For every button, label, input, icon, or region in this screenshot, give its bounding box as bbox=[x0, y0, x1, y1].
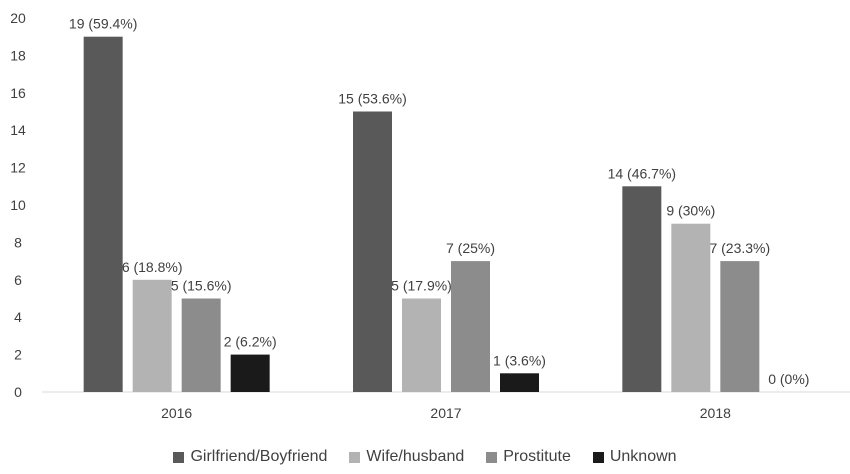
x-tick-label: 2017 bbox=[430, 405, 461, 421]
y-tick-label: 16 bbox=[10, 85, 26, 101]
y-tick-label: 10 bbox=[10, 197, 26, 213]
legend-label: Wife/husband bbox=[366, 448, 465, 465]
bar bbox=[622, 186, 662, 392]
y-tick-label: 18 bbox=[10, 47, 26, 63]
bar bbox=[402, 298, 441, 392]
data-label: 1 (3.6%) bbox=[493, 352, 546, 368]
data-label: 5 (15.6%) bbox=[171, 278, 232, 294]
bar bbox=[671, 223, 711, 392]
y-tick-label: 20 bbox=[10, 10, 26, 26]
data-label: 7 (25%) bbox=[446, 240, 495, 256]
y-tick-label: 4 bbox=[14, 309, 22, 325]
y-tick-label: 8 bbox=[14, 234, 22, 250]
x-tick-label: 2016 bbox=[161, 405, 192, 421]
legend-label: Girlfriend/Boyfriend bbox=[190, 448, 328, 465]
data-label: 2 (6.2%) bbox=[224, 334, 277, 350]
data-label: 15 (53.6%) bbox=[338, 91, 406, 107]
bar bbox=[353, 111, 392, 392]
legend-swatch bbox=[592, 451, 604, 463]
data-label: 14 (46.7%) bbox=[608, 165, 676, 181]
data-label: 9 (30%) bbox=[666, 203, 715, 219]
y-tick-label: 0 bbox=[14, 384, 22, 400]
x-axis: 2016 2017 2018 bbox=[42, 391, 850, 421]
data-label: 7 (23.3%) bbox=[709, 240, 770, 256]
bar bbox=[500, 373, 539, 392]
data-label: 5 (17.9%) bbox=[391, 278, 452, 294]
bar bbox=[451, 261, 490, 392]
bar bbox=[132, 279, 172, 392]
legend-swatch bbox=[349, 451, 361, 463]
data-label: 0 (0%) bbox=[768, 371, 809, 387]
legend: Girlfriend/Boyfriend Wife/husband Prostitu… bbox=[0, 448, 850, 466]
data-labels: 19 (59.4%) 6 (18.8%) 5 (15.6%) 2 (6.2%) 15 (… bbox=[69, 16, 810, 387]
x-tick-label: 2018 bbox=[700, 405, 731, 421]
data-label: 19 (59.4%) bbox=[69, 16, 137, 32]
legend-label: Unknown bbox=[609, 448, 677, 465]
y-tick-label: 12 bbox=[10, 160, 26, 176]
y-axis: 0 2 4 6 8 10 12 14 16 18 20 bbox=[10, 10, 26, 400]
y-tick-label: 2 bbox=[14, 347, 22, 363]
legend-item: Unknown bbox=[592, 448, 677, 466]
y-tick-label: 14 bbox=[10, 122, 26, 138]
bar bbox=[230, 354, 270, 392]
legend-item: Girlfriend/Boyfriend bbox=[173, 448, 327, 466]
bars bbox=[83, 36, 760, 392]
bar-chart: 0 2 4 6 8 10 12 14 16 18 20 2016 2017 2018 19 (59.4%… bbox=[10, 10, 850, 421]
y-tick-label: 6 bbox=[14, 272, 22, 288]
bar bbox=[720, 261, 760, 392]
legend-item: Wife/husband bbox=[349, 448, 464, 466]
legend-swatch bbox=[173, 451, 185, 463]
legend-item: Prostitute bbox=[486, 448, 571, 466]
legend-label: Prostitute bbox=[503, 448, 571, 465]
bar bbox=[181, 298, 221, 392]
legend-swatch bbox=[486, 451, 498, 463]
data-label: 6 (18.8%) bbox=[122, 259, 183, 275]
bar bbox=[83, 36, 123, 392]
